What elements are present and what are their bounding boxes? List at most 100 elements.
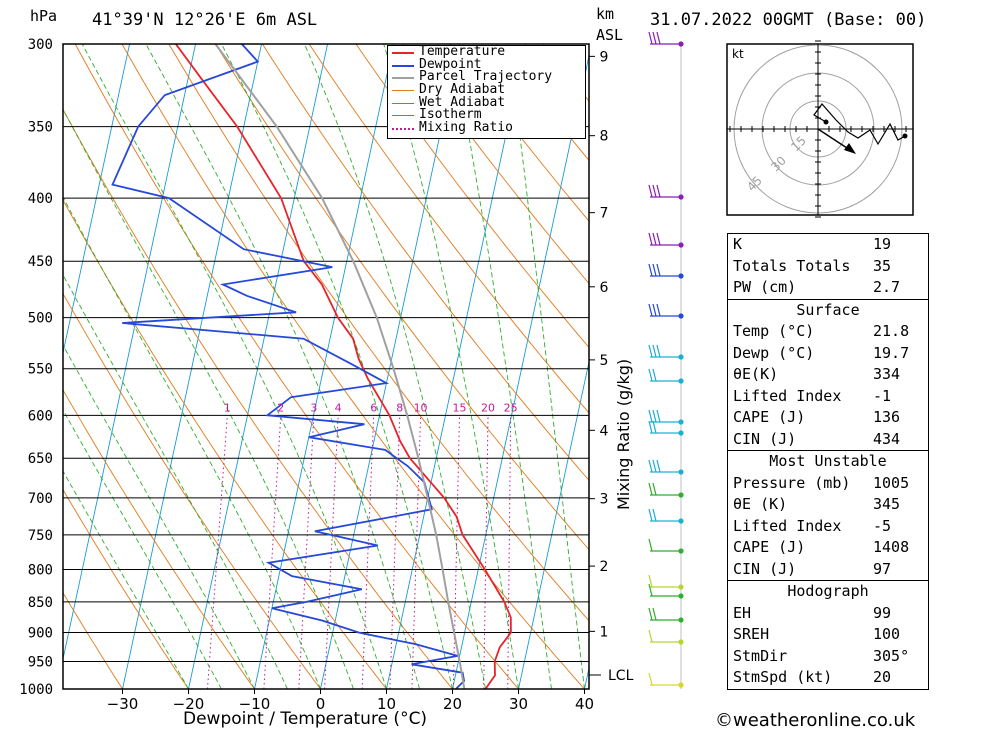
pressure-tick-label: 700 [28,491,53,507]
series-lines [111,44,512,689]
index-label: CIN (J) [733,559,797,578]
index-label: StmDir [733,646,788,665]
plot-frame [62,43,590,690]
pressure-tick-label: 600 [28,408,53,424]
copyright-link[interactable]: ©weatheronline.co.uk [715,710,916,731]
index-label: StmSpd (kt) [733,668,833,686]
index-value: 20 [873,668,892,686]
temperature-line [175,44,512,689]
mixing-ratio-line [361,415,375,689]
pressure-tick-label: 950 [28,655,53,671]
index-value: -1 [873,386,892,405]
storm-motion-arrow [817,128,851,151]
temperature-tick-label: 40 [575,695,594,713]
wind-barb [648,607,684,623]
legend-label: Dewpoint [419,56,482,72]
isotherm-line [386,44,527,689]
isotherm-line [188,44,329,689]
index-row: Lifted Index -5 [728,516,928,538]
legend-label: Temperature [419,44,506,59]
dry-adiabat-line [449,44,589,222]
lcl-label: LCL [608,668,634,684]
index-value: 334 [873,365,901,383]
wind-barb [648,420,684,436]
index-label: PW (cm) [733,278,797,296]
index-row: StmDir 305° [728,646,928,668]
index-label: Temp (°C) [733,322,815,340]
index-row: PW (cm) 2.7 [728,277,928,299]
index-row: Temp (°C) 21.8 [728,321,928,343]
isotherm-line [63,44,197,661]
hodograph-unit-label: kt [732,47,744,61]
legend-item: Parcel Trajectory [388,71,585,84]
pressure-tick-label: 650 [28,451,53,467]
index-value: -5 [873,516,892,535]
dry-adiabat-line [63,488,189,689]
km-tick-label: 3 [600,492,609,508]
parcel-trajectory-line [214,44,466,689]
legend-item: Temperature [388,44,585,59]
index-label: CIN (J) [733,429,797,448]
mixing-ratio-line [324,415,339,689]
temperature-tick-label: −20 [173,695,205,713]
index-value: 99 [873,603,892,622]
legend-item: Isotherm [388,109,585,122]
wind-barb [648,482,684,498]
index-row: Pressure (mb) 1005 [728,473,928,495]
index-value: 136 [873,408,901,426]
dry-adiabat-line [402,44,589,285]
index-value: 100 [873,625,901,643]
index-value: 345 [873,495,901,513]
wet-adiabat-line [145,44,420,689]
index-value: 434 [873,429,901,448]
index-row: CAPE (J) 136 [728,407,928,429]
temperature-tick-label: 20 [443,695,462,713]
wet-adiabat-line [63,344,255,689]
storm-motion-arrowhead [844,143,856,154]
pressure-tick-label: 800 [28,562,53,578]
isotherm-line [452,53,589,689]
mixing-ratio-line [389,415,401,689]
legend-label: Isotherm [419,107,482,123]
wind-barb [648,184,684,200]
mixing-ratio-label: 4 [335,401,342,414]
index-row: SREH 100 [728,624,928,646]
indices-panel: K 19 Totals Totals 35 PW (cm) 2.7 Surface T… [727,233,929,690]
isotherm-line [122,44,263,689]
wind-barb [648,508,684,524]
asl-label: ASL [596,26,624,44]
mixing-ratio-label: 3 [310,401,317,414]
index-label: K [733,235,743,253]
legend-item: Dry Adiabat [388,83,585,97]
mixing-ratio-label: 1 [224,401,231,414]
index-row: Totals Totals 35 [728,256,928,278]
index-value: 2.7 [873,278,901,296]
legend-label: Mixing Ratio [419,120,513,136]
index-row: K 19 [728,234,928,256]
km-label: km [596,5,615,23]
mixing-ratio-label: 10 [414,401,428,414]
index-label: Lifted Index [733,516,842,535]
wind-barb [648,232,684,248]
index-row: Dewp (°C) 19.7 [728,343,928,365]
dewpoint-line [111,44,466,689]
mixing-ratio-axis-title: Mixing Ratio (g/kg) [614,358,633,510]
hodograph-end-dot [902,133,908,139]
mixing-ratio-line [206,415,228,689]
x-axis-title: Dewpoint / Temperature (°C) [183,709,428,729]
index-value: 1005 [873,473,910,492]
datetime-title: 31.07.2022 00GMT (Base: 00) [650,10,927,30]
index-label: Dewp (°C) [733,343,815,362]
km-tick-label: 1 [600,624,609,640]
background-lines [63,44,589,689]
pressure-tick-label: 1000 [19,682,53,698]
wind-barb [648,583,684,599]
mixing-ratio-label: 25 [504,401,518,414]
km-tick-label: 4 [600,423,609,439]
legend-item: Mixing Ratio [388,120,585,136]
index-value: 19.7 [873,343,910,362]
mixing-ratio-line [298,415,315,689]
mixing-ratio-line [507,415,512,689]
index-label: Lifted Index [733,386,842,405]
temperature-tick-label: −30 [107,695,139,713]
